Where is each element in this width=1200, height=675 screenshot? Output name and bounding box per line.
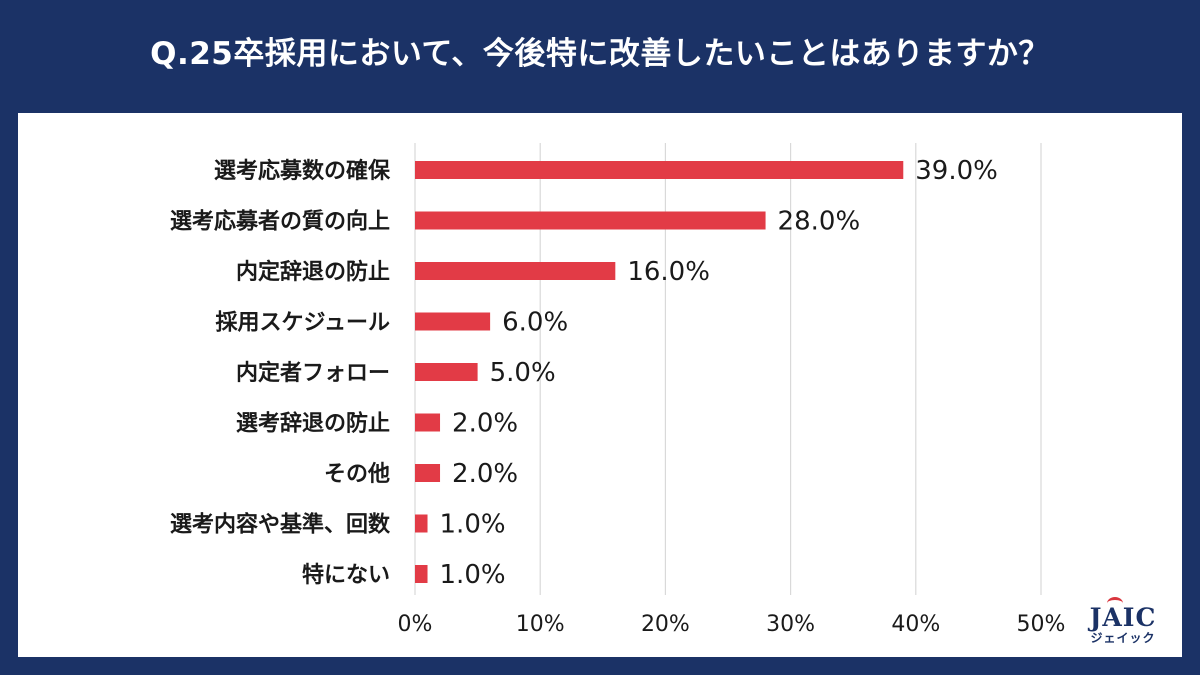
data-label: 16.0% [627,257,710,287]
bar [415,161,904,179]
bar [415,363,478,381]
logo-swoosh-icon [1107,597,1123,610]
category-label: 特にない [302,562,390,588]
x-tick-label: 40% [891,612,940,637]
category-label: 内定者フォロー [236,360,390,386]
data-label: 2.0% [452,409,518,439]
data-label: 1.0% [440,560,506,590]
category-label: 選考応募数の確保 [214,158,391,184]
logo-sub-text: ジェイック [1090,631,1156,645]
data-label: 1.0% [440,510,506,540]
x-tick-label: 20% [641,612,690,637]
bar [415,464,441,482]
x-tick-label: 0% [398,612,433,637]
bar [415,413,441,432]
category-label: 選考辞退の防止 [236,411,390,437]
chart-title: Q.25卒採用において、今後特に改善したいことはありますか？ [150,36,1050,72]
data-label: 5.0% [490,358,556,388]
data-label: 6.0% [502,308,568,338]
data-label: 2.0% [452,459,518,489]
chart-panel: 0% 10% 20% 30% 40% 50% 選考応募数の確保 39.0% 選考応募者の質の向上… [18,113,1182,657]
category-label: 内定辞退の防止 [236,259,390,285]
category-label: 選考内容や基準、回数 [170,512,391,538]
x-tick-label: 50% [1017,612,1066,637]
bar-chart: 0% 10% 20% 30% 40% 50% 選考応募数の確保 39.0% 選考応募者の質の向上… [170,143,1066,637]
data-label: 28.0% [778,207,861,237]
bar [415,565,428,583]
bar [415,514,428,533]
x-tick-label: 10% [516,612,565,637]
category-label: 採用スケジュール [216,311,390,336]
bar [415,262,616,280]
bar [415,211,766,230]
data-label: 39.0% [915,156,998,186]
jaic-logo: JAIC ジェイック [1078,597,1168,645]
logo-main-text: JAIC [1078,597,1168,631]
category-label: 選考応募者の質の向上 [170,209,390,235]
bar [415,312,491,331]
x-tick-label: 30% [766,612,815,637]
category-label: その他 [324,462,390,487]
